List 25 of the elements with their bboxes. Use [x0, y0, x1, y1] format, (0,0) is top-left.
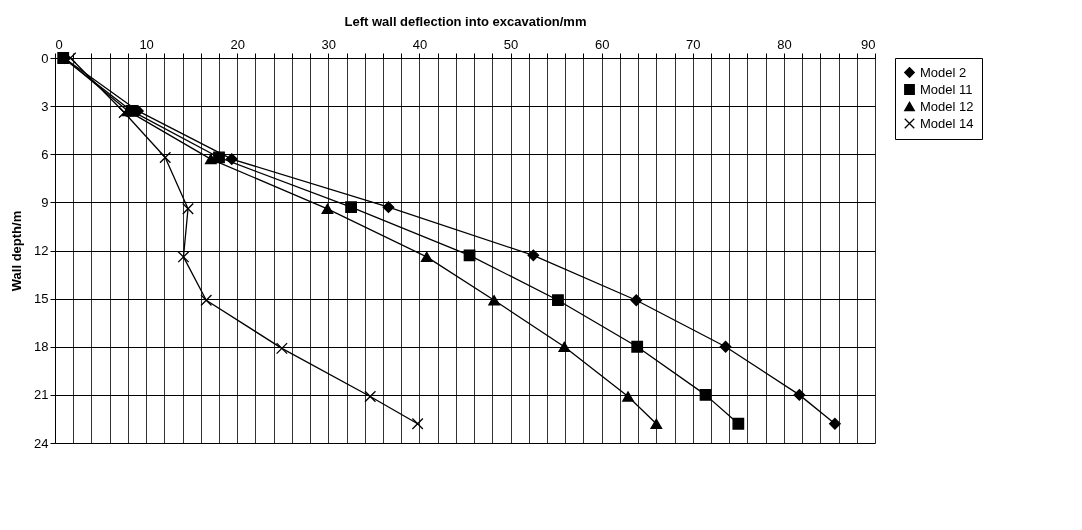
y-tick-label: 12: [34, 243, 49, 258]
y-axis-title: Wall depth/m: [9, 210, 25, 292]
legend-label: Model 11: [920, 81, 973, 97]
y-tick-label: 24: [34, 435, 49, 451]
x-tick-label: 20: [230, 36, 245, 52]
x-tick-label: 10: [139, 36, 154, 52]
legend-label: Model 12: [920, 98, 974, 114]
y-tick-label: 0: [41, 50, 49, 66]
y-tick-label: 9: [41, 194, 49, 210]
x-tick-label: 90: [861, 36, 876, 52]
x-tick-label: 70: [686, 36, 701, 52]
x-tick-label: 30: [321, 36, 337, 52]
y-tick-label: 6: [41, 146, 49, 162]
y-tick-label: 18: [34, 339, 49, 355]
legend-label: Model 2: [920, 64, 967, 80]
x-axis-title: Left wall deflection into excavation/mm: [344, 13, 587, 29]
x-tick-label: 60: [594, 36, 610, 52]
x-tick-label: 40: [412, 36, 428, 52]
legend-label: Model 14: [920, 115, 974, 131]
y-tick-label: 3: [41, 98, 49, 114]
x-tick-label: 80: [777, 36, 792, 52]
x-tick-label: 50: [503, 36, 519, 52]
y-tick-label: 15: [34, 291, 49, 307]
x-tick-label: 0: [55, 36, 63, 52]
y-tick-label: 21: [34, 387, 49, 403]
